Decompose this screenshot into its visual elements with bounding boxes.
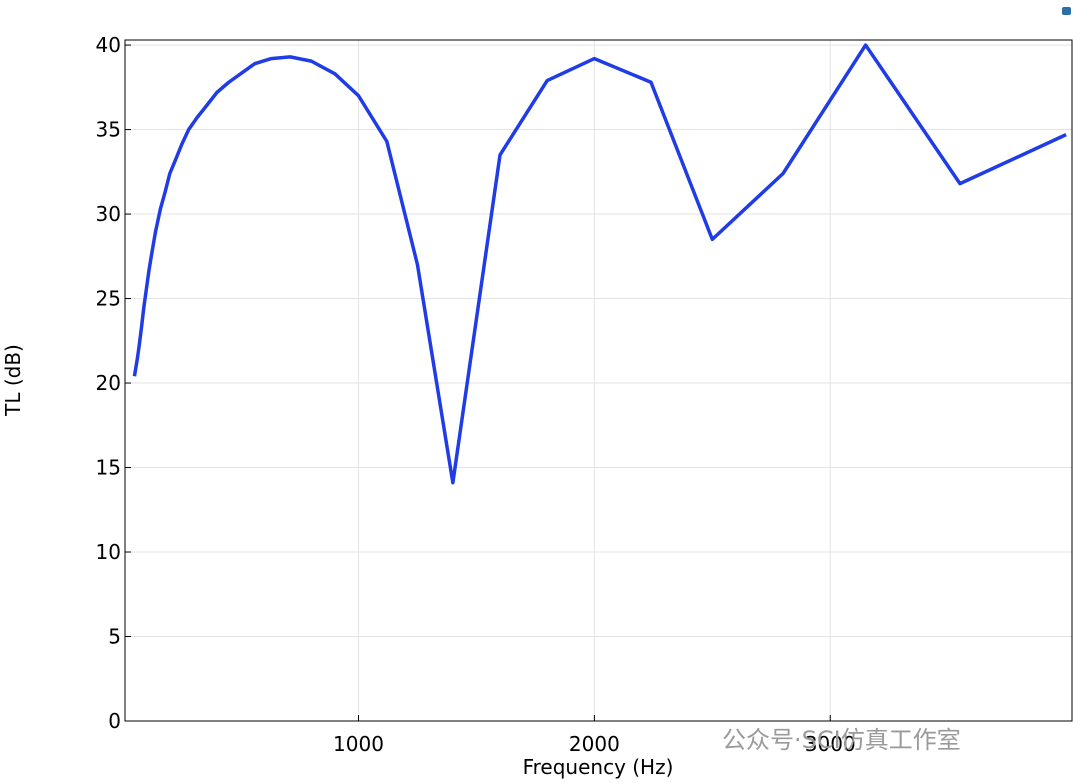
y-tick-label: 15 xyxy=(96,456,121,480)
y-tick-label: 35 xyxy=(96,118,121,142)
y-tick-label: 5 xyxy=(108,625,121,649)
x-axis-label: Frequency (Hz) xyxy=(523,755,674,779)
y-tick-label: 30 xyxy=(96,202,121,226)
data-line xyxy=(132,43,1067,485)
y-tick-label: 40 xyxy=(96,33,121,57)
y-tick-label: 10 xyxy=(96,540,121,564)
y-tick-label: 25 xyxy=(96,287,121,311)
x-tick-label: 2000 xyxy=(569,732,620,756)
plot-frame xyxy=(124,39,1073,722)
watermark: 公众号·SCI仿真工作室 xyxy=(722,726,961,754)
y-tick-label: 0 xyxy=(108,709,121,733)
y-tick-label: 20 xyxy=(96,371,121,395)
y-axis-label: TL (dB) xyxy=(1,344,25,417)
x-tick-label: 1000 xyxy=(333,732,384,756)
corner-icon xyxy=(1062,7,1071,15)
x-tick-label: 3000 xyxy=(805,732,856,756)
